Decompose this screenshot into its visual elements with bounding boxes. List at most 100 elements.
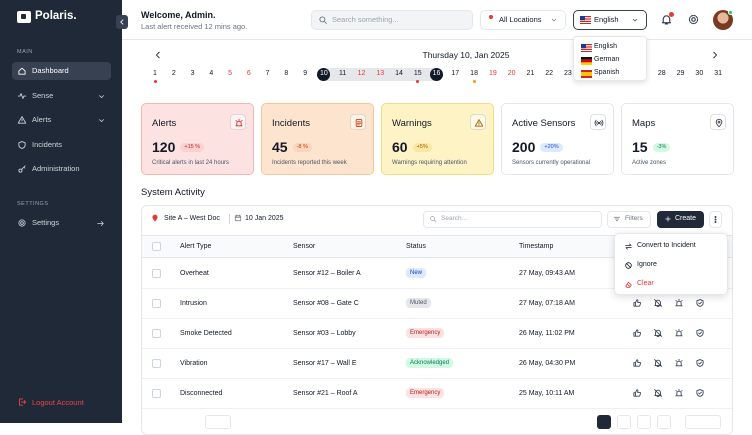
icon-gear[interactable] — [687, 13, 700, 26]
calendar-day[interactable]: 30 — [695, 70, 704, 77]
calendar-day[interactable]: 11 — [339, 70, 347, 77]
checkbox[interactable] — [152, 242, 161, 251]
icon-chevleft[interactable] — [153, 50, 163, 60]
icon-siren[interactable] — [674, 388, 684, 398]
icon-siren[interactable] — [674, 298, 684, 308]
calendar-day[interactable]: 28 — [657, 70, 666, 77]
icon-part — [625, 243, 632, 250]
menu-item-label[interactable]: Ignore — [637, 261, 657, 268]
calendar-day[interactable]: 19 — [488, 70, 497, 77]
create-button[interactable] — [657, 211, 704, 228]
icon-thumb[interactable] — [632, 388, 642, 398]
site-label[interactable]: Site A – West Doc — [164, 215, 220, 222]
calendar-day[interactable]: 18 — [470, 70, 478, 77]
icon-part — [120, 19, 124, 25]
icon-siren[interactable] — [674, 328, 684, 338]
calendar-day[interactable]: 2 — [171, 70, 176, 77]
menu-item-label[interactable]: Convert to Incident — [637, 242, 696, 249]
create-label[interactable]: Create — [675, 215, 697, 222]
search-placeholder[interactable]: Search something... — [332, 15, 399, 24]
checkbox[interactable] — [152, 269, 161, 278]
calendar-day[interactable]: 1 — [153, 70, 157, 77]
language-option[interactable]: Spanish — [574, 67, 646, 80]
language-option-label[interactable]: Spanish — [594, 69, 620, 76]
calendar-day[interactable]: 4 — [209, 70, 214, 77]
icon-belloff[interactable] — [653, 298, 663, 308]
icon-shieldc[interactable] — [695, 298, 705, 308]
calendar-day[interactable]: 15 — [413, 70, 422, 77]
calendar-day[interactable]: 8 — [284, 70, 289, 77]
table-search[interactable] — [423, 211, 602, 228]
checkbox[interactable] — [152, 359, 161, 368]
icon-bell[interactable] — [660, 13, 673, 26]
language-select[interactable] — [573, 10, 647, 30]
calendar-day[interactable]: 17 — [451, 70, 460, 77]
location-select[interactable] — [480, 10, 566, 30]
calendar-day[interactable]: 13 — [376, 70, 385, 77]
icon-chevright[interactable] — [710, 50, 720, 60]
rows-select[interactable] — [205, 415, 231, 429]
icon-thumb[interactable] — [632, 298, 642, 308]
calendar-day[interactable]: 12 — [357, 70, 366, 77]
calendar-day[interactable]: 31 — [714, 70, 722, 77]
icon-part — [18, 140, 26, 149]
icon-collapse[interactable] — [117, 17, 127, 27]
calendar-day[interactable]: 29 — [676, 70, 685, 77]
language-option[interactable]: English — [574, 41, 646, 54]
calendar-day[interactable]: 14 — [395, 70, 403, 77]
icon-part — [156, 51, 160, 59]
logout-label[interactable]: Logout Account — [32, 398, 84, 407]
search-box[interactable] — [311, 10, 473, 30]
card-caption: Warnings requiring attention — [392, 160, 467, 166]
calendar-day[interactable]: 20 — [507, 70, 516, 77]
icon-part — [18, 67, 26, 75]
filters-button[interactable] — [607, 211, 651, 228]
page-button[interactable] — [617, 415, 631, 429]
checkbox[interactable] — [152, 389, 161, 398]
date-label[interactable]: 10 Jan 2025 — [245, 215, 284, 222]
icon-thumb[interactable] — [632, 328, 642, 338]
nav-label: Settings — [32, 218, 60, 227]
icon-logout[interactable] — [17, 397, 27, 407]
icon-shieldc[interactable] — [695, 388, 705, 398]
icon-doc — [355, 119, 363, 127]
calendar-day[interactable]: 9 — [303, 70, 308, 77]
filters-label[interactable]: Filters — [625, 215, 643, 222]
avatar[interactable] — [713, 10, 733, 30]
calendar-day[interactable]: 5 — [228, 70, 233, 77]
timestamp: 26 May, 11:02 PM — [519, 330, 575, 337]
calendar-day[interactable]: 23 — [564, 70, 572, 77]
page-button[interactable] — [637, 415, 651, 429]
page-size-select[interactable] — [685, 415, 721, 429]
menu-item[interactable]: Convert to Incident — [619, 238, 724, 255]
language-option[interactable]: German — [574, 54, 646, 67]
calendar-day[interactable]: 22 — [545, 70, 554, 77]
checkbox[interactable] — [152, 299, 161, 308]
icon-shieldc[interactable] — [695, 358, 705, 368]
calendar-day[interactable]: 16 — [432, 70, 441, 77]
menu-item[interactable]: Ignore — [619, 257, 724, 274]
calendar-day[interactable]: 10 — [320, 70, 328, 77]
page-button[interactable] — [657, 415, 671, 429]
more-button[interactable] — [709, 211, 722, 228]
icon-part — [696, 389, 704, 397]
language-option-label[interactable]: German — [594, 56, 620, 63]
language-option-label[interactable]: English — [594, 43, 617, 50]
icon-siren[interactable] — [674, 358, 684, 368]
page-button-active[interactable] — [597, 415, 611, 429]
icon-belloff[interactable] — [653, 328, 663, 338]
collapse-button[interactable] — [116, 15, 128, 29]
icon-part — [633, 329, 641, 337]
nav-label: Sense — [32, 90, 54, 100]
menu-item[interactable]: Clear — [619, 276, 724, 293]
icon-shieldc[interactable] — [695, 328, 705, 338]
calendar-day[interactable]: 7 — [265, 70, 270, 77]
icon-belloff[interactable] — [653, 358, 663, 368]
calendar-day[interactable]: 6 — [246, 70, 251, 77]
calendar-day[interactable]: 3 — [190, 70, 195, 77]
checkbox[interactable] — [152, 329, 161, 338]
icon-thumb[interactable] — [632, 358, 642, 368]
icon-belloff[interactable] — [653, 388, 663, 398]
menu-item-label[interactable]: Clear — [637, 280, 654, 287]
calendar-day[interactable]: 21 — [526, 70, 535, 77]
